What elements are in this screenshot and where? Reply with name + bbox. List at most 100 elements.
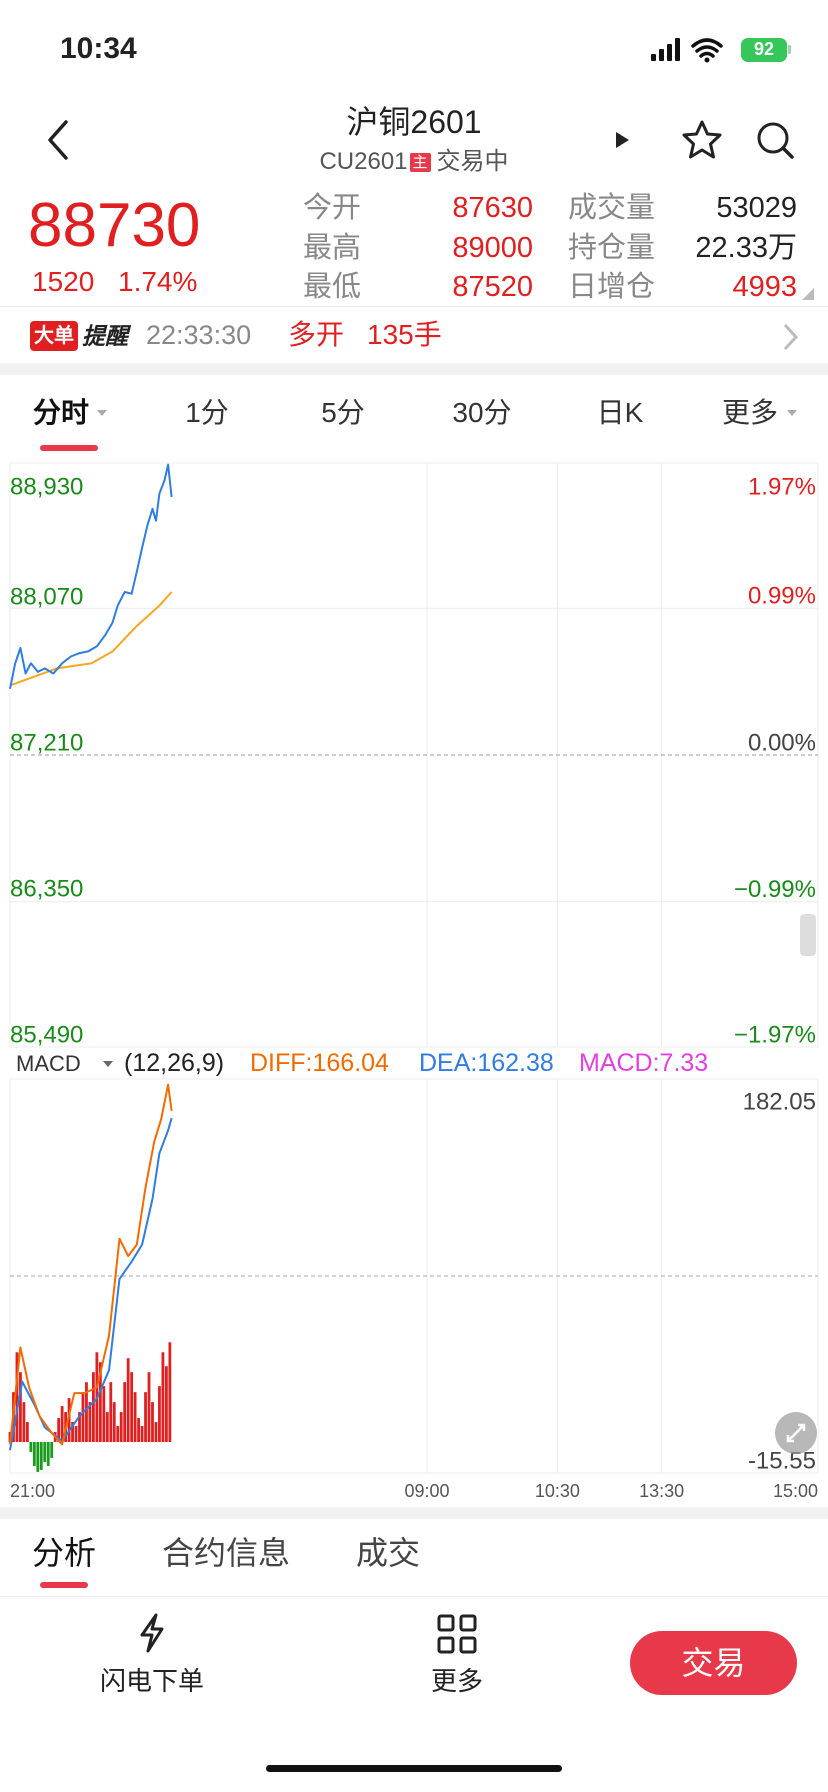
y-tick-label: 88,930 xyxy=(10,473,83,500)
indicator-dropdown xyxy=(103,1061,113,1067)
histogram-bar xyxy=(74,1426,78,1442)
histogram-bar xyxy=(19,1372,22,1442)
histogram-bar xyxy=(164,1366,168,1442)
x-tick-label: 13:30 xyxy=(639,1481,684,1501)
battery-level: 92 xyxy=(753,39,775,59)
histogram-bar xyxy=(123,1382,127,1442)
histogram-bar xyxy=(50,1441,54,1458)
histogram-bar xyxy=(119,1412,123,1442)
y2-tick-label: −1.97% xyxy=(734,1021,816,1048)
detail-tab[interactable]: 合约信息 xyxy=(161,1535,290,1571)
price-change-pct: 1.74% xyxy=(118,266,198,297)
series-line xyxy=(9,463,173,689)
alert-chevron[interactable] xyxy=(780,322,800,352)
header-actions[interactable] xyxy=(610,118,810,162)
histogram-bar xyxy=(168,1342,172,1442)
histogram-bar xyxy=(60,1406,64,1442)
histogram-bar xyxy=(102,1386,106,1442)
legend-entry: MACD:7.33 xyxy=(579,1049,709,1077)
title: 沪铜2601 xyxy=(346,104,482,140)
y2-tick-label: 0.99% xyxy=(748,583,816,610)
histogram-bar xyxy=(98,1362,102,1442)
histogram-bar xyxy=(116,1426,120,1442)
histogram-bar xyxy=(57,1418,61,1442)
more[interactable]: 更多 xyxy=(430,1666,483,1696)
period-tab[interactable]: 30分 xyxy=(452,397,512,428)
period-tab[interactable]: 5分 xyxy=(321,397,365,428)
back-button[interactable] xyxy=(40,118,80,162)
separator xyxy=(0,1507,828,1519)
histogram-bar xyxy=(144,1392,147,1442)
histogram-bar xyxy=(140,1426,144,1442)
main-badge: 主 xyxy=(409,152,431,172)
trade-button[interactable]: 交易 xyxy=(630,1631,797,1695)
y-tick-label: 86,350 xyxy=(10,875,83,902)
subtitle: CU2601 主 交易中 xyxy=(0,150,828,174)
detail-tab[interactable]: 分析 xyxy=(31,1535,96,1571)
separator xyxy=(0,363,828,375)
indicator-name[interactable]: MACD xyxy=(16,1051,81,1076)
histogram-bar xyxy=(85,1382,88,1442)
y-tick-label: 85,490 xyxy=(10,1021,83,1048)
period-tab[interactable]: 分时 xyxy=(32,397,89,428)
period-tab[interactable]: 1分 xyxy=(185,397,229,428)
histogram-bar xyxy=(67,1398,71,1442)
histogram-bar xyxy=(88,1402,92,1442)
divider xyxy=(0,306,828,307)
period-tab[interactable]: 日K xyxy=(596,397,644,428)
status-icons xyxy=(651,38,791,63)
stat-label: 今开 xyxy=(303,192,362,224)
histogram-bar xyxy=(130,1372,134,1442)
histogram-bar xyxy=(92,1372,95,1442)
alert-action: 多开 xyxy=(288,319,345,350)
period-tab[interactable]: 更多 xyxy=(721,397,778,428)
alert-volume: 135手 xyxy=(367,319,442,350)
alert-time: 22:33:30 xyxy=(146,320,252,350)
histogram-bar xyxy=(39,1441,43,1470)
y2-tick-label: 1.97% xyxy=(748,473,816,500)
flash-icon[interactable] xyxy=(134,1612,170,1654)
legend-entry: DEA:162.38 xyxy=(419,1049,554,1077)
stat-label: 最低 xyxy=(303,271,362,303)
contract-code: CU2601 xyxy=(319,148,408,175)
alert-badge: 大单 xyxy=(30,321,78,351)
status-time: 10:34 xyxy=(60,32,137,65)
detail-tab[interactable]: 成交 xyxy=(355,1535,420,1571)
series-line xyxy=(9,1083,173,1446)
tab-dropdown xyxy=(97,410,107,416)
expand-corner[interactable] xyxy=(800,286,816,302)
alert-title: 提醒 xyxy=(82,323,128,349)
histogram-bar xyxy=(36,1441,40,1472)
divider xyxy=(0,1596,828,1597)
trade-status: 交易中 xyxy=(436,148,509,175)
histogram-bar xyxy=(15,1352,19,1442)
stat-label: 持仓量 xyxy=(568,232,656,264)
tab-dropdown xyxy=(787,410,797,416)
last-price: 88730 xyxy=(28,191,201,260)
legend-entry: DIFF:166.04 xyxy=(250,1049,389,1077)
fullscreen-icon xyxy=(786,1423,806,1443)
more-icon[interactable] xyxy=(437,1614,477,1654)
histogram-bar xyxy=(154,1422,158,1442)
histogram-bar xyxy=(78,1412,81,1442)
histogram-bar xyxy=(71,1422,74,1442)
side-handle[interactable] xyxy=(800,914,816,956)
flash-order[interactable]: 闪电下单 xyxy=(99,1666,204,1696)
stat-label: 日增仓 xyxy=(568,271,656,303)
histogram-bar xyxy=(133,1392,137,1442)
histogram-bar xyxy=(46,1441,50,1466)
histogram-bar xyxy=(22,1402,26,1442)
histogram-bar xyxy=(126,1358,130,1442)
histogram-bar xyxy=(151,1402,154,1442)
histogram-bar xyxy=(43,1441,47,1462)
y-tick-label: 88,070 xyxy=(10,583,83,610)
histogram-bar xyxy=(158,1386,161,1442)
stat-value: 4993 xyxy=(732,271,797,303)
histogram-bar xyxy=(81,1392,85,1442)
stat-label: 成交量 xyxy=(568,192,656,224)
y2-tick-label: −0.99% xyxy=(734,876,816,903)
histogram-bar xyxy=(147,1372,151,1442)
tab-underline xyxy=(40,1582,88,1588)
